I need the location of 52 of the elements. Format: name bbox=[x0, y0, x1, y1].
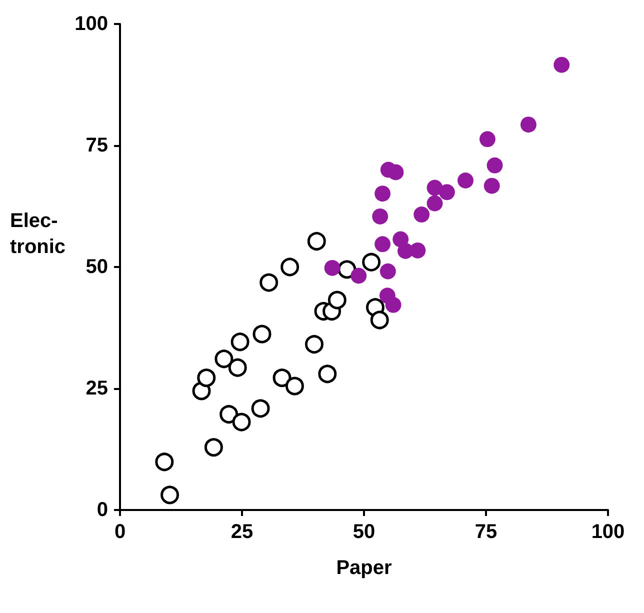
point bbox=[307, 232, 326, 250]
point bbox=[479, 131, 496, 148]
point bbox=[370, 310, 389, 330]
point bbox=[220, 405, 238, 424]
point bbox=[328, 290, 346, 310]
x-axis-title: Paper bbox=[336, 557, 392, 579]
point bbox=[260, 273, 278, 292]
point bbox=[155, 452, 174, 472]
x-tick-label: 50 bbox=[352, 521, 376, 543]
point bbox=[251, 399, 270, 418]
point bbox=[380, 263, 396, 280]
point bbox=[228, 358, 247, 377]
point bbox=[197, 368, 216, 388]
point bbox=[204, 438, 223, 457]
point bbox=[426, 195, 443, 212]
point bbox=[324, 260, 340, 276]
y-tick-label: 75 bbox=[86, 134, 108, 156]
point bbox=[285, 376, 304, 396]
point bbox=[272, 368, 292, 388]
point bbox=[372, 208, 388, 224]
point bbox=[362, 252, 381, 272]
x-tick-label: 75 bbox=[474, 521, 498, 543]
point bbox=[380, 162, 396, 178]
x-tick-label: 100 bbox=[591, 521, 625, 543]
point bbox=[214, 350, 234, 368]
point bbox=[520, 116, 536, 133]
point bbox=[160, 486, 180, 504]
point bbox=[458, 172, 474, 188]
point bbox=[484, 178, 500, 194]
y-axis-title: Elec- tronic bbox=[10, 210, 66, 258]
x-tick-label: 25 bbox=[230, 521, 254, 543]
point bbox=[486, 157, 503, 174]
point bbox=[554, 56, 570, 73]
point bbox=[410, 242, 426, 258]
point bbox=[304, 335, 324, 354]
point bbox=[318, 364, 337, 384]
point bbox=[350, 268, 367, 284]
point bbox=[252, 324, 272, 344]
point bbox=[230, 332, 250, 352]
point bbox=[426, 180, 443, 196]
x-tick-label: 0 bbox=[114, 521, 126, 543]
point bbox=[414, 206, 430, 223]
point bbox=[374, 186, 391, 202]
y-tick-label: 0 bbox=[96, 499, 108, 521]
point bbox=[385, 296, 402, 313]
point bbox=[374, 236, 391, 252]
point bbox=[280, 258, 300, 276]
point bbox=[438, 184, 455, 200]
y-tick-label: 50 bbox=[86, 256, 108, 278]
y-tick-label: 25 bbox=[86, 378, 108, 400]
y-tick-label: 100 bbox=[74, 13, 108, 35]
point bbox=[232, 412, 251, 432]
